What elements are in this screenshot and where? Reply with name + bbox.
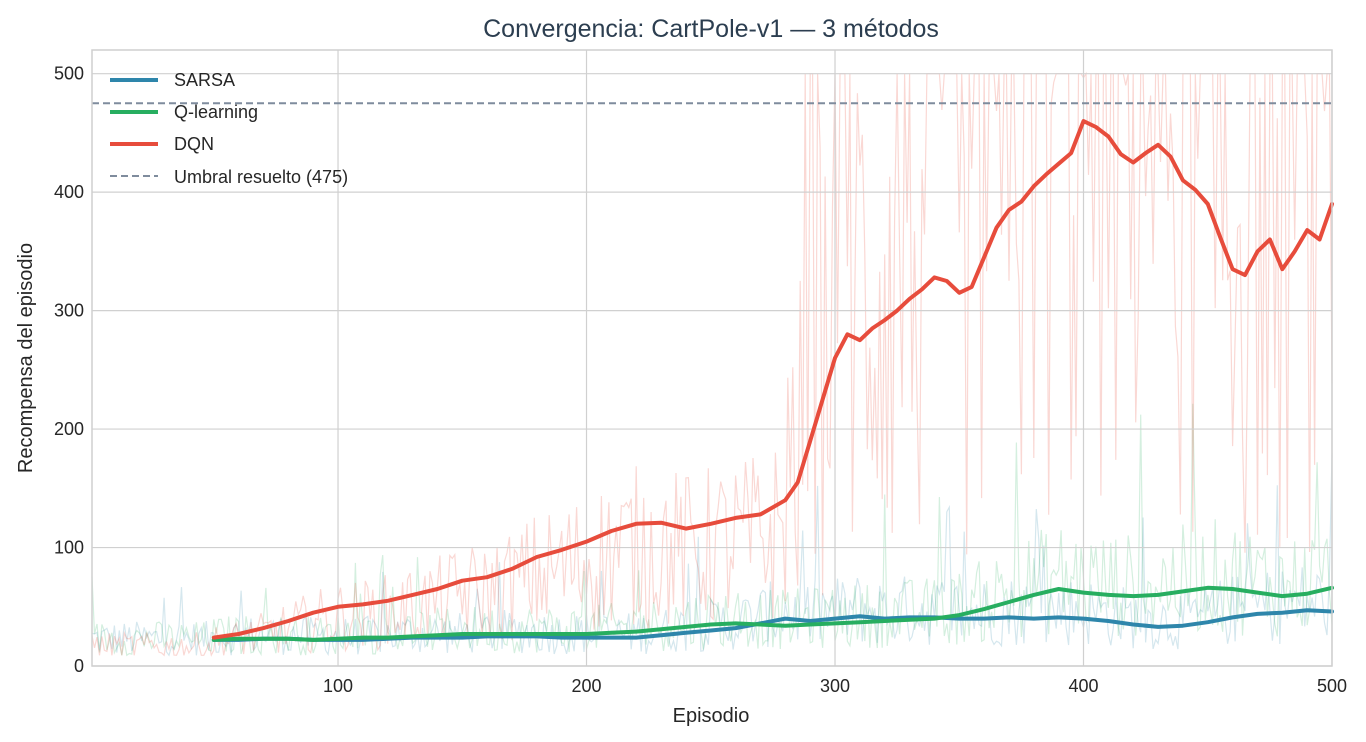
y-tick-label: 300	[54, 301, 84, 321]
legend-label-threshold: Umbral resuelto (475)	[174, 167, 348, 187]
raw-trace-q-learning	[91, 403, 1333, 657]
legend-item-q-learning: Q-learning	[110, 102, 258, 122]
x-tick-label: 500	[1317, 676, 1347, 696]
x-tick-label: 200	[571, 676, 601, 696]
y-tick-label: 100	[54, 538, 84, 558]
legend-label-dqn: DQN	[174, 134, 214, 154]
legend-label-sarsa: SARSA	[174, 70, 235, 90]
plot-frame	[91, 49, 1333, 667]
y-tick-label: 500	[54, 64, 84, 84]
series-layer	[211, 119, 1334, 642]
legend: SARSA Q-learning DQN Umbral resuelto (47…	[110, 70, 348, 187]
x-axis-label: Episodio	[673, 705, 750, 727]
tick-layer: 100 200 300 400 500 0 100 200 300 400 500	[54, 64, 1347, 696]
series-line-dqn	[211, 119, 1334, 640]
y-axis-label: Recompensa del episodio	[15, 243, 37, 473]
series-line-q-learning	[211, 585, 1334, 642]
y-tick-label: 200	[54, 419, 84, 439]
y-tick-label: 0	[74, 656, 84, 676]
legend-item-sarsa: SARSA	[110, 70, 235, 90]
legend-item-dqn: DQN	[110, 134, 214, 154]
legend-label-q-learning: Q-learning	[174, 102, 258, 122]
x-tick-label: 400	[1068, 676, 1098, 696]
chart-title: Convergencia: CartPole-v1 — 3 métodos	[483, 15, 939, 43]
raw-trace-dqn	[91, 71, 1333, 657]
x-tick-label: 100	[323, 676, 353, 696]
legend-item-threshold: Umbral resuelto (475)	[110, 167, 348, 187]
y-tick-label: 400	[54, 182, 84, 202]
x-tick-label: 300	[820, 676, 850, 696]
